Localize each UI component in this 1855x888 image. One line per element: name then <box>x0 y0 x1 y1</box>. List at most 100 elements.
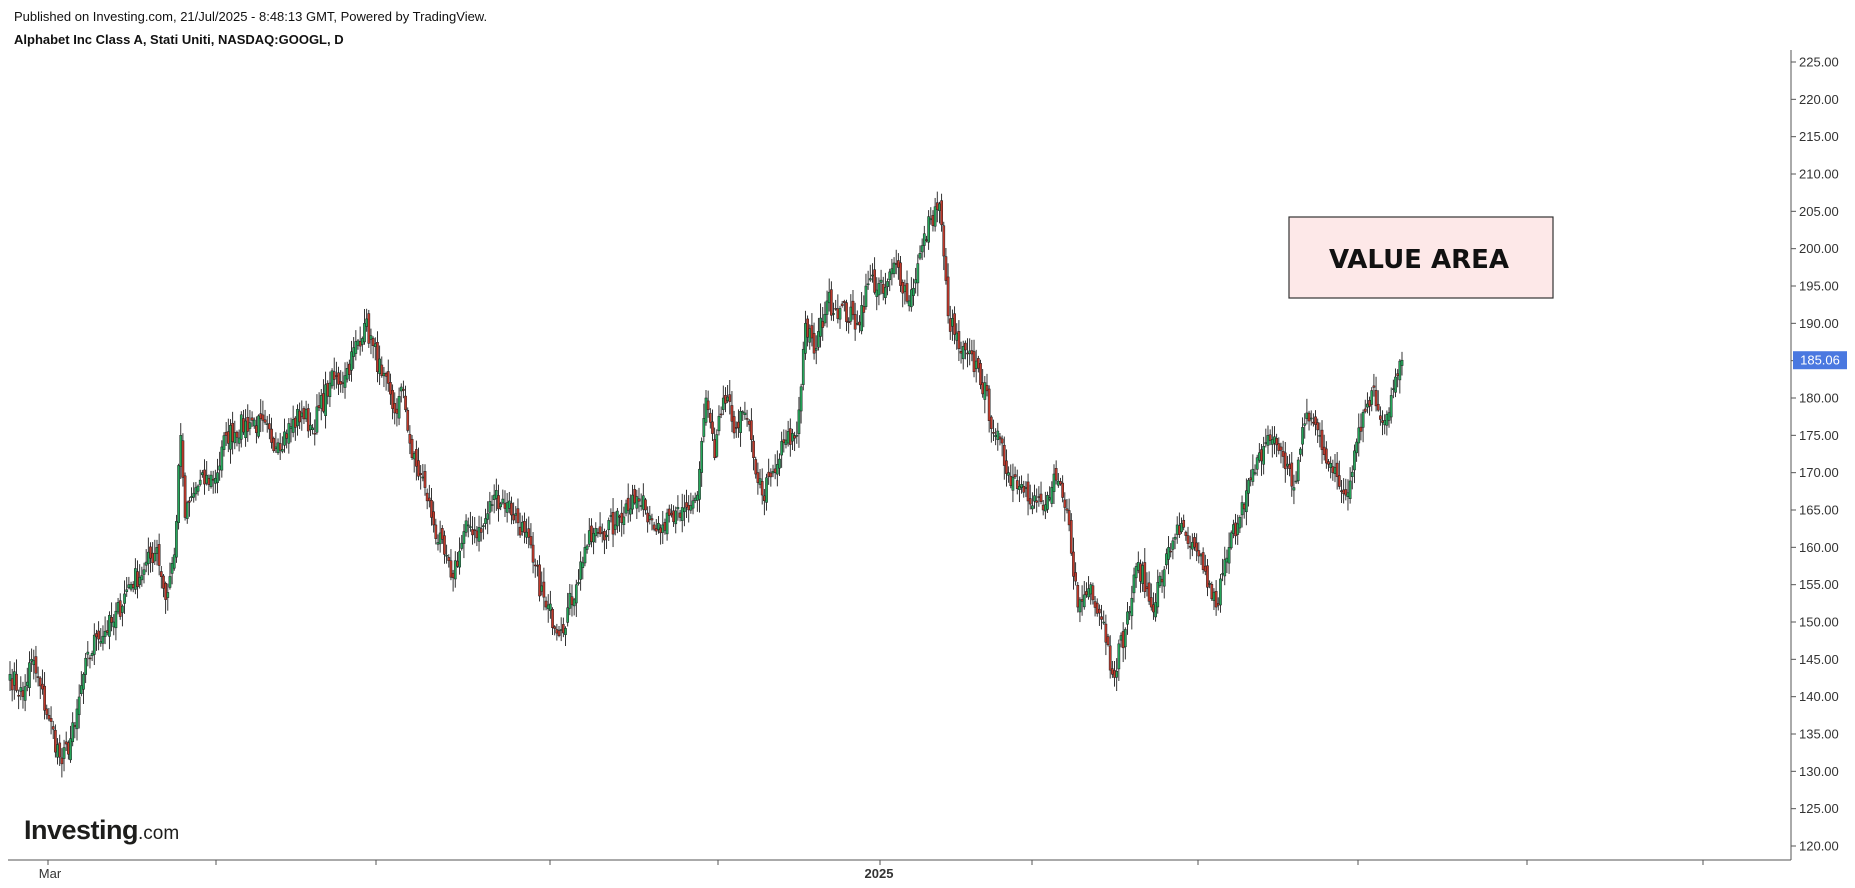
candle-up <box>492 494 496 500</box>
candle-up <box>819 317 822 337</box>
candle-down <box>302 408 306 420</box>
candle-up <box>289 426 293 429</box>
candle-up <box>691 500 695 509</box>
candle-up <box>12 671 16 686</box>
candle-down <box>966 352 969 355</box>
candle-up <box>758 478 762 485</box>
last-price-value: 185.06 <box>1800 353 1840 368</box>
price-tick-label: 130.00 <box>1799 764 1839 779</box>
candle-up <box>1199 554 1203 557</box>
candle-up <box>276 442 280 454</box>
candle-down <box>773 468 777 473</box>
candle-up <box>1366 403 1369 408</box>
candle-down <box>1022 486 1026 493</box>
candle-up <box>1251 468 1255 482</box>
candle-up <box>328 382 332 398</box>
candle-up <box>1392 388 1395 390</box>
candle-down <box>1100 616 1103 620</box>
candle-up <box>1087 588 1090 598</box>
candle-up <box>616 510 619 527</box>
candle-down <box>162 575 165 589</box>
candle-down <box>395 408 399 414</box>
candle-down <box>1121 631 1125 649</box>
candle-down <box>942 225 946 257</box>
candle-down <box>285 433 289 439</box>
candle-up <box>1309 417 1313 420</box>
candle-down <box>393 403 397 414</box>
candle-up <box>1119 635 1123 641</box>
candle-down <box>1074 572 1077 582</box>
candle-down <box>1307 412 1311 422</box>
candle-up <box>1212 591 1216 601</box>
candle-down <box>1314 416 1317 425</box>
candle-up <box>968 350 972 354</box>
candle-down <box>164 582 167 600</box>
candle-down <box>842 301 846 303</box>
candle-down <box>1104 623 1108 643</box>
candle-up <box>700 440 704 473</box>
candle-up <box>683 507 686 513</box>
candle-up <box>855 323 859 325</box>
candle-down <box>1283 452 1287 470</box>
candle-up <box>1141 565 1144 584</box>
candle-up <box>239 414 243 440</box>
candle-down <box>1067 510 1071 526</box>
candle-up <box>280 449 284 452</box>
candle-up <box>1394 376 1397 393</box>
candle-down <box>235 431 239 438</box>
candle-up <box>343 375 347 388</box>
candle-down <box>1178 525 1181 535</box>
candle-up <box>1167 547 1170 560</box>
candle-up <box>134 568 137 590</box>
candle-up <box>146 551 150 565</box>
candle-down <box>1037 496 1041 498</box>
candle-down <box>432 511 436 526</box>
candle-up <box>23 686 27 701</box>
candle-up <box>1361 411 1365 428</box>
candle-up <box>579 561 582 580</box>
candle-down <box>270 428 273 443</box>
candle-up <box>1158 575 1162 587</box>
candle-down <box>1281 450 1285 457</box>
candle-down <box>1206 565 1209 588</box>
candle-up <box>62 747 66 759</box>
candle-down <box>255 425 258 434</box>
candle-down <box>45 708 49 715</box>
candle-down <box>322 393 325 412</box>
candle-up <box>315 406 319 433</box>
candle-down <box>1331 466 1335 473</box>
candle-up <box>108 615 111 637</box>
candle-up <box>1266 435 1270 446</box>
candle-up <box>458 550 461 568</box>
candle-down <box>1260 449 1263 462</box>
candle-down <box>516 508 520 524</box>
candle-down <box>348 363 351 375</box>
candle-up <box>155 547 159 554</box>
candle-down <box>447 557 451 561</box>
candle-up <box>879 279 883 283</box>
candle-up <box>121 605 124 613</box>
candle-up <box>494 490 498 499</box>
candle-up <box>265 423 269 425</box>
candle-up <box>1370 390 1374 405</box>
candle-down <box>713 439 716 458</box>
candle-down <box>1147 582 1151 602</box>
candle-down <box>1188 545 1192 548</box>
candle-up <box>676 507 680 510</box>
candle-down <box>972 351 976 373</box>
candle-up <box>90 653 94 656</box>
candle-up <box>585 545 589 550</box>
candle-down <box>1145 586 1149 589</box>
candle-down <box>1203 565 1207 572</box>
candle-down <box>687 504 691 511</box>
candle-down <box>1201 552 1205 570</box>
candle-up <box>907 300 911 307</box>
candle-down <box>451 573 455 579</box>
candle-down <box>754 459 758 475</box>
candle-up <box>116 602 120 613</box>
candle-up <box>674 510 678 525</box>
candle-up <box>1052 473 1056 492</box>
logo-tld: .com <box>138 823 180 844</box>
price-tick-label: 165.00 <box>1799 503 1839 518</box>
candle-up <box>1162 569 1166 587</box>
